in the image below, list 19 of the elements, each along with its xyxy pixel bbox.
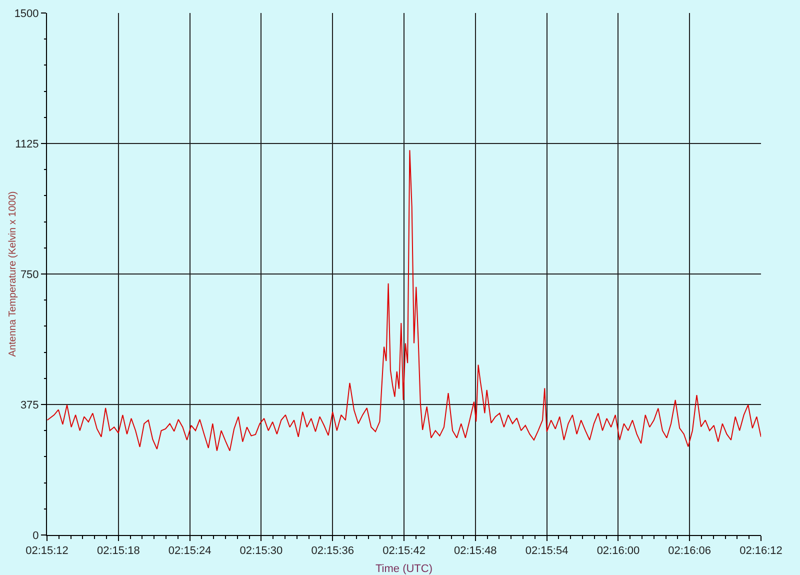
x-tick-label: 02:15:12: [26, 545, 68, 558]
x-tick-label: 02:15:18: [96, 545, 140, 558]
x-tick-label: 02:15:42: [382, 545, 426, 558]
x-axis-title: Time (UTC): [375, 563, 433, 575]
y-tick-label: 1125: [15, 138, 39, 150]
x-tick-label: 02:15:24: [168, 545, 212, 558]
x-tick-label: 02:15:30: [240, 545, 283, 558]
y-axis-title: Antenna Temperature (Kelvin x 1000): [7, 191, 18, 357]
y-tick-label: 0: [32, 530, 39, 542]
x-tick-label: 02:16:06: [668, 545, 712, 558]
x-tick-label: 02:15:48: [454, 545, 497, 558]
y-tick-label: 750: [20, 268, 39, 281]
x-tick-label: 02:15:54: [525, 545, 568, 558]
y-tick-label: 1500: [14, 8, 39, 20]
x-tick-label: 02:15:36: [311, 545, 354, 558]
x-tick-label: 02:16:12: [740, 545, 782, 558]
x-tick-label: 02:16:00: [596, 545, 640, 558]
line-series: [47, 150, 761, 452]
y-tick-label: 375: [20, 399, 39, 412]
